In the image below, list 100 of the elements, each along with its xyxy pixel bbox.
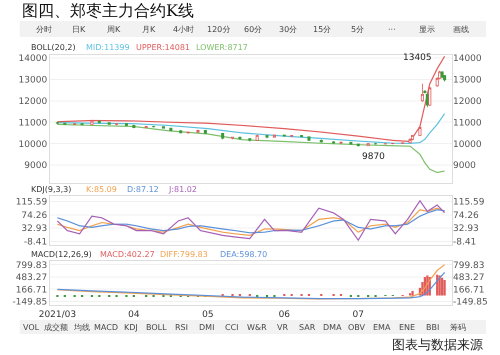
text: 周K [107, 25, 121, 34]
text: MID:11399 [86, 43, 130, 52]
x-tick-label: 05 [202, 310, 214, 320]
y2-tick-label: 12000 [453, 96, 482, 107]
x-tick-label: 04 [128, 310, 140, 320]
text: VR [277, 323, 288, 332]
y-tick-label: 9000 [24, 161, 48, 172]
candlestick [90, 120, 94, 126]
y2-tick-label: 14000 [453, 54, 482, 64]
text: BOLL [146, 323, 168, 332]
y-tick-label: 74.26 [21, 210, 48, 221]
text: OBV [348, 323, 366, 332]
candlestick [282, 134, 286, 138]
legend-title: BOLL(20,2) [31, 43, 76, 52]
candlestick [73, 122, 76, 126]
candlestick [356, 143, 360, 147]
bar [408, 293, 412, 296]
candlestick [204, 130, 207, 134]
x-tick-label: 06 [278, 310, 290, 320]
text: 日K [72, 25, 86, 34]
candlestick [132, 124, 136, 129]
text: 图表与数据来源 [392, 338, 483, 353]
text: DEA:598.70 [220, 250, 268, 259]
text: 60分 [244, 25, 262, 34]
text: 画线 [453, 25, 469, 34]
candlestick [443, 74, 446, 82]
text: LOWER:8717 [196, 43, 248, 52]
candlestick [272, 134, 276, 138]
y2-tick-label: 13000 [453, 76, 482, 86]
candlestick [332, 140, 336, 144]
candlestick [266, 134, 269, 139]
candlestick [340, 141, 343, 144]
candlestick [98, 120, 101, 124]
text: MACD [94, 323, 118, 332]
candlestick [221, 132, 224, 140]
y2-tick-label: 11000 [453, 118, 482, 128]
candlestick [63, 122, 66, 126]
y-tick-label: 166.71 [16, 285, 48, 296]
text: 120分 [207, 25, 230, 34]
candlestick [124, 122, 128, 126]
y-tick-label: -149.85 [12, 297, 48, 308]
text: W&R [247, 323, 268, 332]
y-tick-label: 115.59 [16, 198, 48, 208]
text: VOL [23, 323, 40, 332]
text: 显示 [419, 25, 435, 34]
y2-tick-label: 9000 [453, 161, 476, 172]
candlestick [320, 138, 323, 143]
y-tick-label: 14000 [18, 54, 48, 64]
text: J:81.02 [168, 185, 197, 194]
text: 月K [142, 25, 156, 34]
text: 筹码 [450, 323, 466, 332]
y2-tick-label: 483.27 [453, 273, 484, 284]
bar [438, 275, 441, 296]
candlestick [256, 134, 259, 142]
y2-tick-label: 32.93 [453, 224, 479, 234]
line-series [56, 200, 446, 241]
line-series [56, 124, 446, 174]
text: MACD:402.27 [100, 250, 155, 259]
y2-tick-label: -8.41 [453, 237, 476, 248]
text: ··· [388, 25, 396, 34]
text: 30分 [279, 25, 298, 34]
y2-tick-label: 74.26 [453, 210, 480, 221]
legend-title: KDJ(9,3,3) [31, 185, 72, 194]
y2-tick-label: 115.59 [453, 198, 485, 208]
candlestick [144, 126, 148, 129]
y-tick-label: 32.93 [21, 224, 48, 234]
candlestick [196, 129, 200, 133]
y-tick-label: -8.41 [24, 237, 48, 248]
x-tick-label: 07 [352, 310, 364, 320]
annotation: 13405 [403, 53, 432, 63]
text: 成交额 [44, 323, 68, 332]
bar [436, 274, 438, 296]
y-tick-label: 11000 [18, 118, 48, 128]
annotation: 9870 [362, 152, 386, 162]
candlestick [428, 86, 432, 107]
text: ENE [399, 323, 416, 332]
y2-tick-label: -149.85 [453, 297, 488, 308]
text: 15分 [313, 25, 332, 34]
x-tick-label: 2021/03 [38, 310, 76, 320]
text: EMA [373, 323, 391, 332]
y-tick-label: 483.27 [16, 273, 48, 284]
y2-tick-label: 799.83 [453, 260, 484, 271]
text: UPPER:14081 [136, 43, 190, 52]
candlestick [186, 131, 190, 134]
candlestick [115, 122, 118, 126]
candlestick [248, 138, 252, 142]
y-tick-label: 10000 [18, 140, 48, 150]
text: DMA [323, 323, 342, 332]
line-series [56, 113, 446, 144]
candlestick [307, 136, 310, 142]
text: KDJ [124, 323, 138, 332]
bar [443, 280, 446, 296]
candlestick [290, 134, 294, 138]
candlestick [349, 142, 352, 146]
line-series [56, 272, 446, 300]
text: DMI [199, 323, 214, 332]
candlestick [80, 122, 84, 126]
text: RSI [175, 323, 188, 332]
y2-tick-label: 10000 [453, 140, 482, 150]
text: CCI [225, 323, 239, 332]
